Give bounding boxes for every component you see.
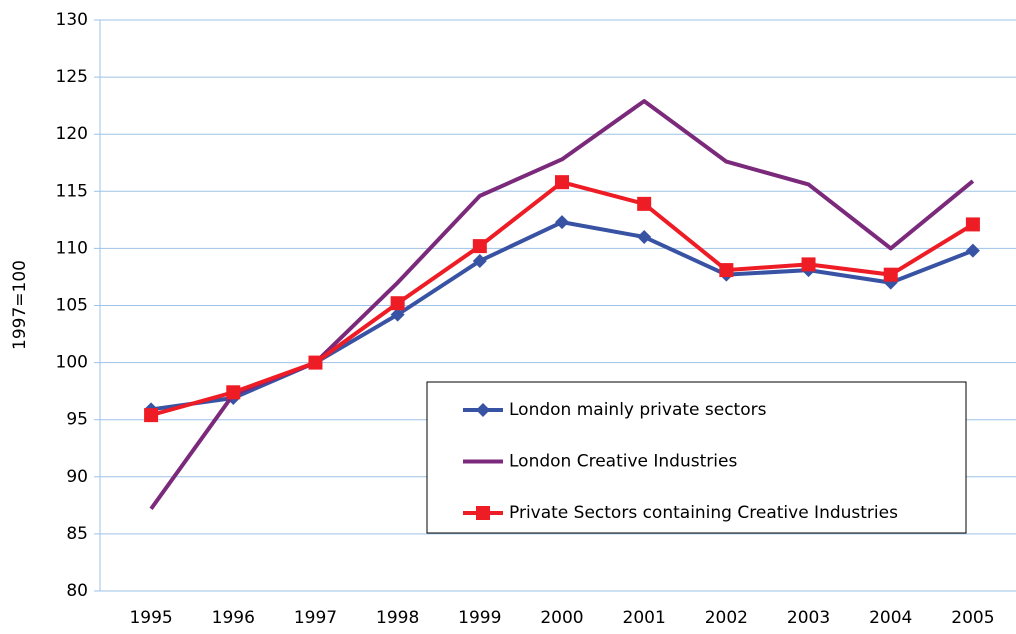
legend-marker [476,403,490,417]
x-tick-label: 2000 [540,608,583,628]
y-tick-label: 115 [56,181,88,201]
y-tick-label: 125 [56,67,88,87]
x-tick-label: 1997 [294,608,337,628]
data-point [965,243,980,258]
y-tick-label: 120 [56,124,88,144]
x-tick-label: 1996 [212,608,255,628]
data-point [719,263,734,278]
data-point [390,307,405,322]
y-tick-label: 105 [56,296,88,316]
data-point [637,229,652,244]
data-point [472,253,487,268]
data-point [390,296,405,311]
data-point [555,175,569,190]
data-point [555,215,569,230]
data-point [801,257,816,272]
legend-marker [476,506,490,520]
y-tick-label: 130 [56,10,88,30]
x-tick-label: 2002 [705,608,748,628]
y-tick-label: 95 [66,410,88,430]
x-tick-label: 1998 [376,608,419,628]
legend-box [426,381,967,534]
x-tick-label: 2001 [623,608,666,628]
x-tick-label: 2003 [787,608,830,628]
legend-label: London Creative Industries [509,452,737,472]
x-tick-label: 1995 [129,608,172,628]
legend-label: London mainly private sectors [509,400,767,420]
y-tick-label: 90 [66,467,88,487]
legend-label: Private Sectors containing Creative Indu… [509,503,898,523]
data-point [144,408,159,423]
series-line [150,220,974,412]
x-tick-label: 1999 [458,608,501,628]
y-axis-label: 1997=100 [10,260,30,350]
y-tick-label: 100 [56,353,88,373]
x-tick-label: 2005 [951,608,994,628]
x-tick-label: 2004 [869,608,912,628]
data-point [226,385,241,400]
data-point [883,267,898,282]
y-tick-label: 85 [66,524,88,544]
y-tick-label: 80 [66,581,88,601]
y-tick-label: 110 [56,238,88,258]
data-point [965,217,980,232]
data-point [637,196,652,211]
data-point [308,355,323,370]
data-point [472,239,487,254]
